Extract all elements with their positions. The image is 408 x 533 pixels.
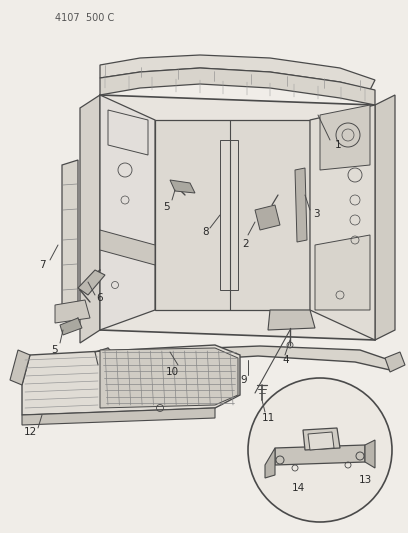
Text: 4: 4 <box>283 355 289 365</box>
Polygon shape <box>100 68 375 105</box>
Text: 5: 5 <box>164 202 170 212</box>
Text: 6: 6 <box>97 293 103 303</box>
Polygon shape <box>320 105 370 170</box>
Polygon shape <box>55 300 90 323</box>
Polygon shape <box>265 448 275 478</box>
Polygon shape <box>315 235 370 310</box>
Polygon shape <box>100 230 155 265</box>
Polygon shape <box>62 160 78 315</box>
Polygon shape <box>375 95 395 340</box>
Polygon shape <box>80 95 100 343</box>
Polygon shape <box>22 345 240 415</box>
Text: 9: 9 <box>241 375 247 385</box>
Text: 4107  500 C: 4107 500 C <box>55 13 114 23</box>
Text: 8: 8 <box>203 227 209 237</box>
Text: 14: 14 <box>291 483 305 493</box>
Polygon shape <box>155 120 310 310</box>
Polygon shape <box>60 318 82 335</box>
Polygon shape <box>170 180 195 193</box>
Polygon shape <box>115 346 395 370</box>
Polygon shape <box>10 350 30 385</box>
Polygon shape <box>295 168 307 242</box>
Text: 10: 10 <box>165 367 179 377</box>
Polygon shape <box>303 428 340 450</box>
Text: 12: 12 <box>23 427 37 437</box>
Text: 1: 1 <box>335 140 341 150</box>
Text: 5: 5 <box>52 345 58 355</box>
Polygon shape <box>275 445 365 465</box>
Polygon shape <box>385 352 405 372</box>
Polygon shape <box>100 348 238 408</box>
Polygon shape <box>308 432 334 450</box>
Text: 7: 7 <box>39 260 45 270</box>
Polygon shape <box>100 95 155 330</box>
Circle shape <box>248 378 392 522</box>
Polygon shape <box>22 408 215 425</box>
Polygon shape <box>268 310 315 330</box>
Text: 13: 13 <box>358 475 372 485</box>
Text: 11: 11 <box>262 413 275 423</box>
Text: 2: 2 <box>243 239 249 249</box>
Polygon shape <box>255 205 280 230</box>
Polygon shape <box>100 95 375 340</box>
Polygon shape <box>365 440 375 468</box>
Polygon shape <box>310 105 375 340</box>
Text: 3: 3 <box>313 209 319 219</box>
Polygon shape <box>78 270 105 295</box>
Polygon shape <box>100 55 375 90</box>
